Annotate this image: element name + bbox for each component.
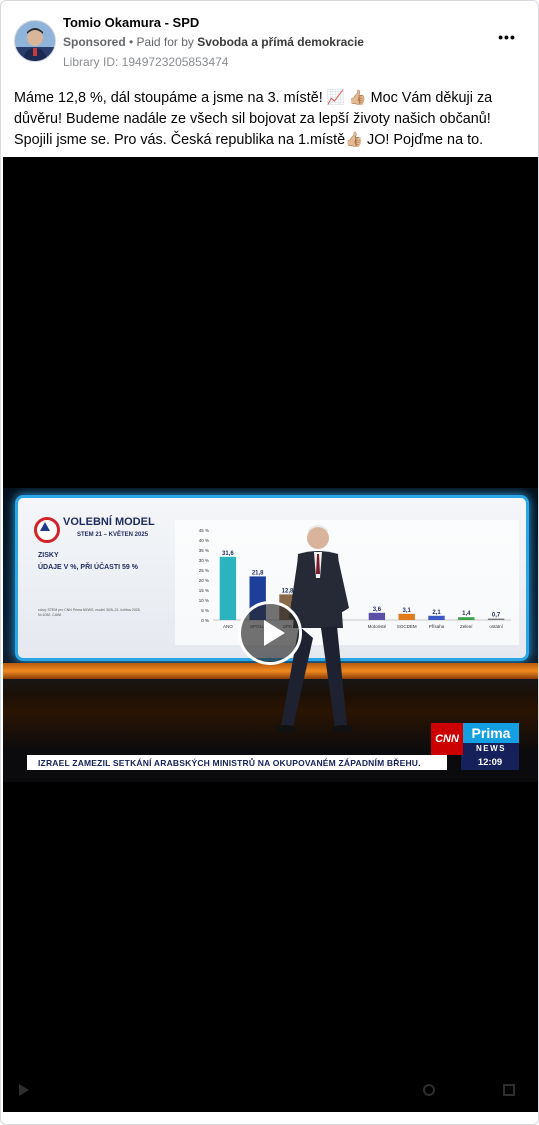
screen-label-units: ÚDAJE V %, PŘI ÚČASTI 59 % <box>38 564 138 571</box>
y-tick-label: 45 % <box>199 528 209 533</box>
sponsorship-line: Sponsored • Paid for by Svoboda a přímá … <box>63 35 364 49</box>
volume-icon[interactable] <box>423 1084 435 1096</box>
chart-bar <box>368 612 386 620</box>
fullscreen-icon[interactable] <box>503 1084 515 1096</box>
library-id: Library ID: 1949723205853474 <box>63 55 229 69</box>
chart-bar <box>428 615 445 620</box>
page-avatar[interactable] <box>14 20 56 62</box>
category-label: Přísaha <box>429 624 445 629</box>
post-text: Máme 12,8 %, dál stoupáme a jsme na 3. m… <box>14 90 493 148</box>
logo-triangle-icon <box>40 522 50 531</box>
chart-bar <box>458 617 475 620</box>
bar-value-label: 3,1 <box>403 608 412 614</box>
y-tick-label: 0 % <box>201 618 209 623</box>
bar-value-label: 3,6 <box>373 607 382 613</box>
category-label: Motoristé <box>368 624 387 629</box>
y-tick-label: 20 % <box>199 578 209 583</box>
bar-value-label: 2,1 <box>432 610 441 616</box>
payer-name[interactable]: Svoboda a přímá demokracie <box>197 35 364 49</box>
meta-separator: • <box>125 35 137 49</box>
y-tick-label: 25 % <box>199 568 209 573</box>
play-triangle-icon <box>264 620 285 646</box>
y-tick-label: 40 % <box>199 538 209 543</box>
news-ticker-text: IZRAEL ZAMEZIL SETKÁNÍ ARABSKÝCH MINISTR… <box>38 758 421 768</box>
y-tick-label: 35 % <box>199 548 209 553</box>
bar-value-label: 1,4 <box>462 611 471 617</box>
screen-label-zisky: ZISKY <box>38 552 59 559</box>
presenter-figure <box>276 525 354 733</box>
chart-bar <box>219 556 237 620</box>
page-name[interactable]: Tomio Okamura - SPD <box>63 15 200 30</box>
paid-for-prefix: Paid for by <box>136 35 198 49</box>
screen-source: zdroj: STEM pro CNN Prima NEWS, model 30… <box>38 608 141 617</box>
prima-logo: Prima <box>463 723 519 743</box>
ticker-clock: 12:09 <box>461 755 519 770</box>
studio-screen: VOLEBNÍ MODEL STEM 21 – KVĚTEN 2025 ZISK… <box>15 495 529 661</box>
y-tick-label: 5 % <box>201 608 209 613</box>
category-label: SOCDEM <box>397 624 417 629</box>
sponsored-label: Sponsored <box>63 35 126 49</box>
control-play-icon[interactable] <box>19 1084 29 1096</box>
category-label: ANO <box>223 624 233 629</box>
stage-floor <box>3 663 538 679</box>
bar-value-label: 21,8 <box>252 570 264 576</box>
category-label: ostatní <box>489 624 503 629</box>
y-tick-label: 10 % <box>199 598 209 603</box>
screen-title: VOLEBNÍ MODEL <box>63 516 155 528</box>
chart-bar <box>487 618 505 620</box>
category-label: Zelení <box>460 624 473 629</box>
play-icon[interactable] <box>238 601 302 665</box>
video-player[interactable]: VOLEBNÍ MODEL STEM 21 – KVĚTEN 2025 ZISK… <box>3 157 538 1112</box>
chart-bar <box>398 613 415 620</box>
bar-value-label: 12,8 <box>282 588 294 594</box>
news-logo: NEWS <box>463 743 519 755</box>
news-ticker-bar <box>27 755 447 770</box>
more-horizontal-icon[interactable]: ••• <box>498 29 516 45</box>
video-controls <box>3 1075 538 1105</box>
screen-subtitle: STEM 21 – KVĚTEN 2025 <box>77 532 149 538</box>
y-tick-label: 15 % <box>199 588 209 593</box>
cnn-logo: CNN <box>431 723 463 755</box>
bar-value-label: 31,6 <box>222 551 234 557</box>
y-tick-label: 30 % <box>199 558 209 563</box>
post-header: Tomio Okamura - SPD Sponsored • Paid for… <box>1 1 538 81</box>
bar-value-label: 0,7 <box>492 613 501 619</box>
